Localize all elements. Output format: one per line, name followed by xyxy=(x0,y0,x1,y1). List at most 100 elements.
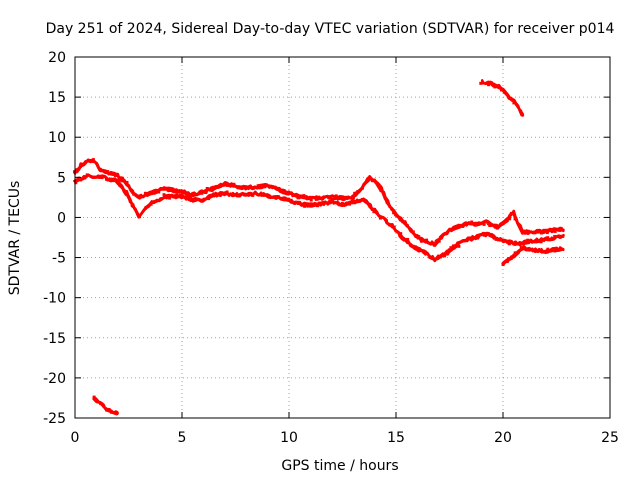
data-point xyxy=(479,81,483,85)
data-point xyxy=(495,226,499,230)
data-point xyxy=(150,191,154,195)
data-point xyxy=(181,194,184,198)
data-point xyxy=(494,237,498,241)
y-tick-label: 20 xyxy=(48,50,66,66)
data-point xyxy=(540,250,544,254)
data-point xyxy=(508,217,512,221)
data-point xyxy=(334,194,338,198)
data-point xyxy=(175,193,179,197)
y-tick-label: -10 xyxy=(43,291,66,307)
data-point xyxy=(481,231,485,235)
data-point xyxy=(239,193,242,197)
data-point xyxy=(175,190,179,194)
data-point xyxy=(430,242,434,245)
data-point xyxy=(117,182,121,186)
data-point xyxy=(360,186,364,190)
data-point xyxy=(505,92,509,96)
data-point xyxy=(309,202,313,206)
data-point xyxy=(539,240,543,244)
y-tick-label: -15 xyxy=(43,331,66,347)
y-tick-label: -20 xyxy=(43,371,66,387)
series-band-upper xyxy=(73,158,565,247)
data-point xyxy=(457,244,461,248)
data-point xyxy=(425,238,429,242)
data-point xyxy=(558,235,562,239)
data-point xyxy=(488,233,492,237)
data-point xyxy=(225,183,229,187)
data-point xyxy=(521,229,525,233)
series-band-upper-tail xyxy=(501,245,565,267)
data-point xyxy=(457,223,461,227)
data-point xyxy=(475,222,479,226)
data-point xyxy=(385,200,389,204)
data-point xyxy=(296,196,300,200)
data-point xyxy=(501,221,505,225)
data-point xyxy=(417,235,421,239)
data-point xyxy=(211,185,215,189)
data-point xyxy=(199,198,203,202)
data-point xyxy=(91,158,95,162)
data-point xyxy=(187,195,190,199)
data-point xyxy=(519,109,523,113)
data-point xyxy=(500,238,504,242)
data-point xyxy=(333,201,337,205)
data-point xyxy=(168,196,172,200)
data-point xyxy=(270,195,274,199)
data-point xyxy=(225,190,229,194)
data-point xyxy=(85,173,89,177)
data-point xyxy=(105,408,108,412)
data-point xyxy=(316,204,320,208)
data-point xyxy=(138,215,141,219)
data-point xyxy=(277,186,281,190)
data-point xyxy=(392,211,396,215)
data-point xyxy=(487,83,491,87)
data-point xyxy=(162,193,166,197)
data-point xyxy=(353,191,357,195)
data-point xyxy=(512,101,516,105)
x-tick-label: 20 xyxy=(494,430,512,446)
data-point xyxy=(328,200,332,204)
data-point xyxy=(346,196,350,199)
y-tick-label: -25 xyxy=(43,411,66,427)
data-point xyxy=(289,191,293,195)
data-point xyxy=(100,169,104,173)
data-point xyxy=(105,177,108,181)
data-point xyxy=(365,201,369,205)
plot-frame xyxy=(74,56,611,419)
series-line xyxy=(74,173,565,263)
data-point xyxy=(372,210,376,214)
data-point xyxy=(526,248,530,252)
data-point xyxy=(379,189,383,192)
data-point xyxy=(399,232,403,236)
series-segment-low xyxy=(92,395,119,416)
data-point xyxy=(149,202,153,206)
data-point xyxy=(112,172,115,176)
data-point xyxy=(430,256,434,260)
data-point xyxy=(321,196,325,200)
data-point xyxy=(137,194,141,198)
x-tick-label: 10 xyxy=(280,430,298,446)
data-point xyxy=(399,216,403,220)
data-point xyxy=(79,178,83,182)
data-point xyxy=(482,222,486,226)
data-point xyxy=(449,227,453,231)
data-point xyxy=(130,203,134,207)
data-point xyxy=(207,197,211,201)
data-point xyxy=(99,402,103,406)
data-point xyxy=(361,198,364,201)
data-point xyxy=(219,191,223,195)
data-point xyxy=(264,193,268,197)
y-tick-label: -5 xyxy=(52,251,66,267)
data-point xyxy=(282,196,286,200)
y-tick-label: 0 xyxy=(57,210,66,226)
x-tick-label: 0 xyxy=(71,430,80,446)
data-point xyxy=(546,236,550,240)
data-point xyxy=(519,246,523,250)
data-point xyxy=(533,240,537,244)
data-point xyxy=(113,411,116,415)
data-point xyxy=(132,192,136,196)
y-tick-label: 10 xyxy=(48,130,66,146)
axis-ticks: 0 5 10 15 20 25 -25 -20 -15 -10 -5 0 5 10 15 20 xyxy=(43,50,619,446)
data-point xyxy=(193,192,197,196)
